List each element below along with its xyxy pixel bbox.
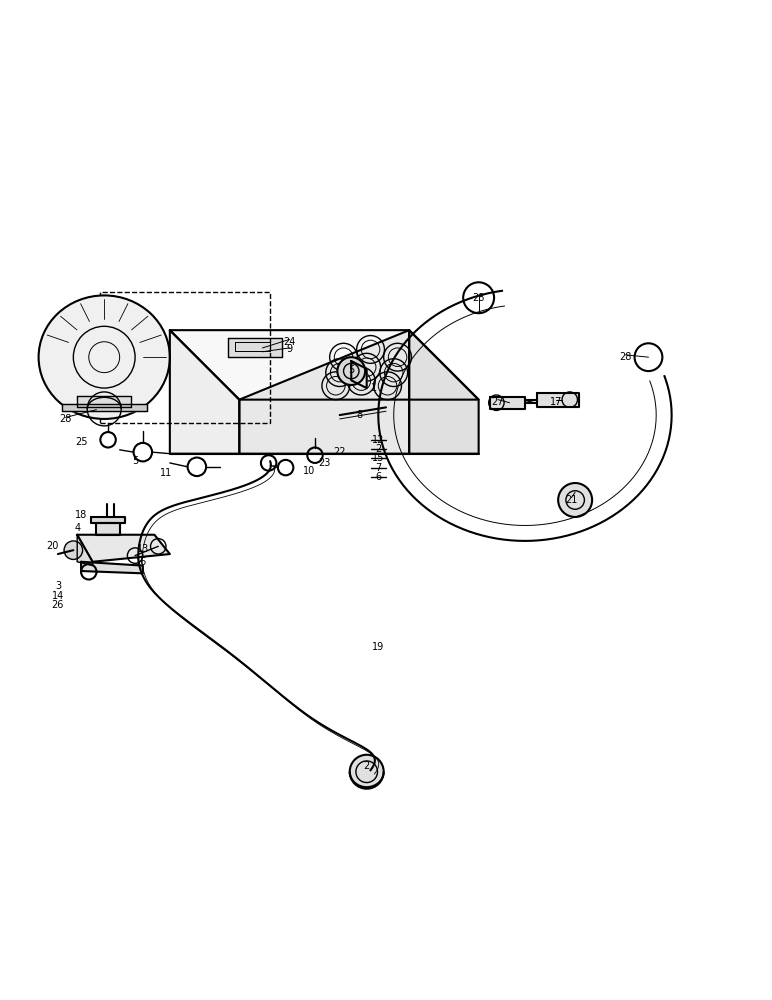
Text: 19: 19 — [372, 642, 384, 652]
Text: 12: 12 — [372, 435, 384, 445]
Text: 25: 25 — [75, 437, 87, 447]
Text: 8: 8 — [356, 410, 362, 420]
Text: 22: 22 — [334, 447, 346, 457]
Polygon shape — [351, 361, 367, 388]
Text: 4: 4 — [74, 523, 80, 533]
Polygon shape — [62, 403, 147, 411]
Polygon shape — [490, 397, 525, 409]
Polygon shape — [77, 396, 131, 407]
Text: 9: 9 — [286, 344, 293, 354]
Ellipse shape — [39, 295, 170, 419]
Text: 18: 18 — [75, 510, 87, 520]
Text: 2: 2 — [375, 444, 381, 454]
Text: 28: 28 — [59, 414, 72, 424]
Polygon shape — [96, 523, 120, 535]
Polygon shape — [81, 562, 143, 573]
Text: 28: 28 — [472, 293, 485, 303]
Polygon shape — [91, 517, 125, 523]
Text: 2: 2 — [364, 761, 370, 771]
Text: 3: 3 — [55, 581, 61, 591]
Polygon shape — [77, 535, 93, 566]
Circle shape — [337, 357, 365, 385]
Text: 27: 27 — [492, 397, 504, 407]
Text: 23: 23 — [318, 458, 330, 468]
Text: 14: 14 — [52, 591, 64, 601]
Text: 15: 15 — [372, 453, 384, 463]
Text: 6: 6 — [375, 472, 381, 482]
Text: 20: 20 — [46, 541, 59, 551]
Text: 5: 5 — [348, 365, 354, 375]
Text: 13: 13 — [137, 544, 149, 554]
Text: 21: 21 — [565, 495, 577, 505]
Text: 28: 28 — [619, 352, 631, 362]
Text: 10: 10 — [303, 466, 315, 476]
Polygon shape — [170, 330, 239, 454]
Text: 5: 5 — [132, 456, 138, 466]
Circle shape — [350, 755, 384, 789]
Text: 17: 17 — [550, 397, 562, 407]
Polygon shape — [77, 535, 170, 562]
Text: 16: 16 — [135, 557, 147, 567]
Text: 11: 11 — [160, 468, 172, 478]
Polygon shape — [537, 393, 579, 407]
Text: 7: 7 — [375, 463, 381, 473]
Polygon shape — [170, 330, 479, 400]
Polygon shape — [409, 330, 479, 454]
Text: 1: 1 — [371, 383, 378, 393]
Circle shape — [64, 541, 83, 559]
Circle shape — [558, 483, 592, 517]
Text: 24: 24 — [283, 337, 296, 347]
Polygon shape — [239, 330, 409, 454]
Text: 26: 26 — [52, 600, 64, 610]
Polygon shape — [228, 338, 282, 357]
